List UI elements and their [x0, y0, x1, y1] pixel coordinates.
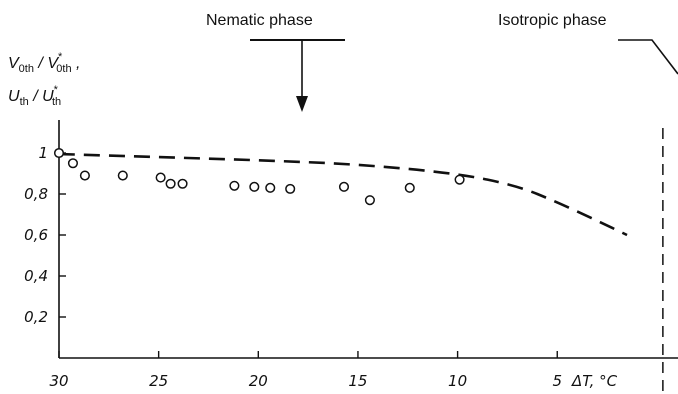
data-point	[155, 172, 166, 183]
y-tick-label: 0,4	[24, 267, 48, 285]
data-point	[338, 181, 350, 192]
x-tick-label: 25	[149, 372, 168, 390]
data-point	[79, 170, 90, 181]
ticks-layer: 1 0,8 0,6 0,4 0,2 30 25 20 15 10 5	[24, 144, 562, 390]
y-tick-label: 0,8	[24, 185, 48, 203]
data-point	[454, 174, 465, 185]
data-point	[177, 178, 188, 189]
nematic-phase-arrow-head	[296, 96, 308, 112]
x-tick-label: 10	[448, 372, 467, 390]
data-point	[229, 180, 240, 191]
data-point	[117, 170, 128, 181]
x-tick-label: 20	[249, 372, 268, 390]
nematic-phase-label: Nematic phase	[206, 12, 313, 29]
y-axis-label-line2: Uth / U* th	[8, 84, 61, 108]
y-tick-label: 0,6	[24, 226, 48, 244]
x-tick-label: 5	[552, 372, 562, 390]
isotropic-phase-label: Isotropic phase	[498, 12, 607, 29]
points-layer	[53, 147, 465, 206]
data-point	[165, 178, 176, 189]
curve-layer	[58, 152, 628, 237]
y-axis-label-line1: V0th / V* 0th ,	[8, 51, 80, 75]
data-point	[53, 147, 65, 159]
data-point	[404, 182, 415, 193]
x-tick-label: 30	[49, 372, 68, 390]
data-point	[285, 183, 296, 194]
data-point	[67, 158, 79, 169]
x-axis-label: ΔT, °C	[571, 372, 618, 390]
data-point	[249, 181, 260, 192]
isotropic-phase-pointer	[618, 39, 678, 75]
y-tick-label: 0,2	[24, 308, 48, 326]
theory-dashed-curve	[58, 152, 628, 237]
x-tick-label: 15	[348, 372, 367, 390]
data-point	[265, 182, 276, 193]
y-tick-label: 1	[38, 144, 48, 162]
data-point	[364, 195, 375, 206]
